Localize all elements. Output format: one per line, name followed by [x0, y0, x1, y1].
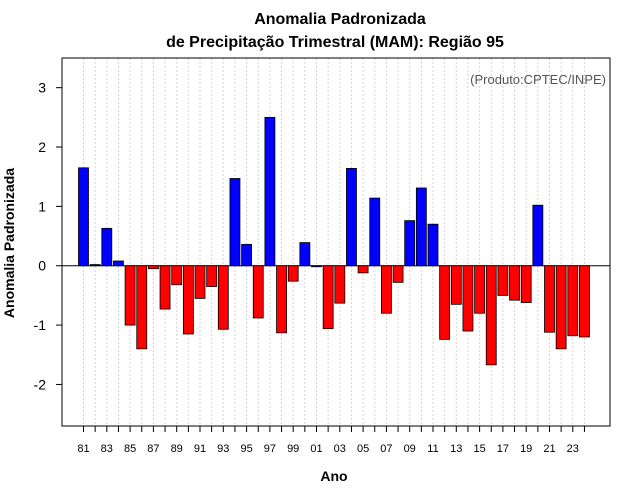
bar-1990	[182, 265, 194, 335]
bar-2018	[509, 265, 520, 301]
bar-2006	[369, 197, 381, 267]
bar-2017	[497, 265, 509, 296]
x-tick-label: 81	[77, 443, 89, 455]
y-axis: -2 -1 0 1 2 3	[34, 80, 62, 392]
bar-2016	[485, 265, 497, 366]
y-axis-label: Anomalia Padronizada	[1, 168, 17, 318]
x-tick-label: 83	[101, 443, 113, 455]
bar-2001	[311, 265, 322, 268]
x-tick-label: 19	[520, 443, 532, 455]
x-tick-label: 21	[543, 443, 555, 455]
bar-2014	[462, 265, 474, 332]
y-tick-label: 3	[38, 80, 46, 96]
bar-2004	[346, 167, 357, 267]
bar-1988	[159, 265, 171, 310]
x-tick-label: 89	[171, 443, 183, 455]
bar-2012	[439, 265, 451, 340]
bar-1993	[217, 265, 229, 330]
credit-annotation: (Produto:CPTEC/INPE)	[470, 72, 606, 87]
gridlines	[83, 58, 585, 426]
bar-1985	[124, 265, 136, 326]
bar-1994	[229, 178, 241, 267]
y-tick-label: -2	[34, 376, 47, 392]
bar-2015	[474, 265, 486, 314]
bar-1995	[241, 243, 253, 267]
bar-2002	[322, 265, 334, 330]
bar-2005	[357, 265, 369, 274]
x-tick-label: 01	[310, 443, 322, 455]
y-tick-label: 0	[38, 258, 46, 274]
bar-1999	[287, 265, 299, 282]
bar-2021	[544, 265, 555, 333]
bar-1991	[194, 265, 206, 299]
bars	[78, 116, 590, 366]
bar-1997	[264, 116, 276, 267]
bar-1992	[206, 265, 218, 287]
bar-2000	[299, 242, 311, 267]
bar-2022	[555, 265, 567, 350]
bar-2009	[404, 220, 416, 267]
x-axis-label: Ano	[320, 468, 347, 484]
bar-1998	[276, 265, 287, 334]
x-tick-label: 97	[264, 443, 276, 455]
x-tick-label: 93	[217, 443, 229, 455]
bar-2010	[415, 187, 427, 267]
bar-2019	[520, 265, 532, 303]
bar-1987	[147, 265, 159, 270]
bar-2020	[532, 204, 544, 267]
x-tick-label: 07	[380, 443, 392, 455]
x-tick-label: 85	[124, 443, 136, 455]
plot-frame	[61, 57, 611, 427]
x-tick-label: 03	[334, 443, 346, 455]
x-tick-label: 13	[450, 443, 462, 455]
x-tick-label: 87	[147, 443, 159, 455]
x-tick-label: 95	[240, 443, 252, 455]
bar-2013	[450, 265, 462, 305]
bar-1984	[113, 260, 124, 267]
bar-2008	[392, 265, 404, 283]
y-tick-label: 2	[38, 139, 46, 155]
x-tick-label: 99	[287, 443, 299, 455]
x-tick-label: 05	[357, 443, 369, 455]
bar-2023	[567, 265, 579, 337]
bar-2011	[427, 223, 439, 267]
bar-2003	[334, 265, 346, 304]
bar-1989	[171, 265, 183, 286]
bar-1983	[101, 227, 113, 267]
bar-1986	[136, 265, 148, 350]
x-tick-label: 15	[473, 443, 485, 455]
x-tick-label: 17	[497, 443, 509, 455]
y-tick-label: 1	[38, 198, 46, 214]
x-axis: 81 83 85 87 89 91 93 95 97 99 01 03 05 07 09 11 13 15 17 19…	[77, 426, 585, 455]
bar-2024	[579, 265, 590, 338]
x-tick-label: 09	[404, 443, 416, 455]
bar-1996	[252, 265, 264, 319]
chart-title: Anomalia Padronizada	[254, 11, 426, 28]
bar-2007	[380, 265, 392, 314]
x-tick-label: 23	[567, 443, 579, 455]
x-tick-label: 91	[194, 443, 206, 455]
y-tick-label: -1	[34, 317, 47, 333]
chart-subtitle: de Precipitação Trimestral (MAM): Região…	[166, 34, 504, 51]
x-tick-label: 11	[427, 443, 438, 455]
bar-1981	[78, 167, 89, 267]
bar-1982	[89, 264, 101, 267]
